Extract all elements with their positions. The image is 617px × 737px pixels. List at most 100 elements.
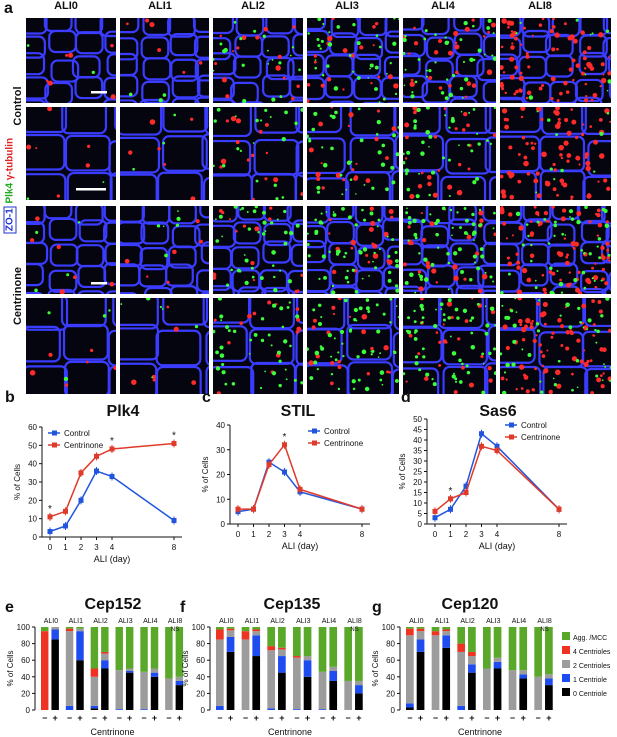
tubulin-dot: [342, 88, 345, 91]
plk4-dot: [606, 111, 610, 115]
tubulin-dot: [258, 129, 263, 134]
plk4-dot: [255, 179, 259, 183]
y-tick-label: 20: [216, 471, 225, 480]
tubulin-dot: [195, 219, 200, 224]
series-line: [434, 432, 560, 519]
significance-star: *: [48, 504, 52, 515]
tubulin-dot: [603, 178, 608, 183]
cell-membrane: [346, 298, 393, 330]
x-axis-label: Centrinone: [268, 727, 312, 737]
cell-membrane: [120, 37, 139, 61]
plk4-dot: [465, 364, 469, 368]
tubulin-dot: [504, 91, 508, 95]
stacked-bar-segment: [442, 631, 451, 636]
tubulin-dot: [585, 277, 591, 283]
stacked-bar-segment: [76, 660, 84, 710]
tubulin-dot: [126, 22, 129, 26]
tubulin-dot: [598, 309, 603, 314]
tubulin-dot: [513, 36, 518, 41]
tubulin-dot: [152, 378, 156, 382]
plk4-dot: [260, 338, 265, 343]
cell-membrane: [196, 74, 209, 98]
x-tick-label: 1: [448, 530, 453, 539]
tubulin-dot: [413, 41, 419, 46]
cell-membrane: [26, 18, 48, 35]
plk4-dot: [441, 206, 446, 211]
legend-label: Control: [64, 429, 90, 438]
plk4-dot: [246, 211, 249, 214]
plk4-dot: [447, 261, 451, 265]
plk4-dot: [456, 211, 459, 214]
tubulin-dot: [173, 326, 179, 332]
stacked-bar-segment: [468, 656, 476, 665]
plk4-dot: [454, 307, 459, 312]
tubulin-dot: [370, 81, 373, 85]
tubulin-dot: [583, 349, 586, 352]
tubulin-dot: [383, 345, 389, 351]
cell-membrane: [213, 325, 248, 362]
tubulin-dot: [559, 178, 565, 184]
tubulin-dot: [566, 130, 572, 136]
plk4-dot: [367, 77, 370, 79]
cell-membrane: [109, 171, 116, 200]
plk4-dot: [323, 275, 327, 280]
plk4-dot: [442, 318, 446, 322]
cell-membrane: [449, 97, 478, 103]
cell-membrane: [170, 58, 199, 82]
plk4-dot: [308, 137, 311, 140]
plk4-dot: [34, 288, 38, 293]
stacked-bar-segment: [252, 631, 261, 636]
plk4-dot: [231, 382, 236, 386]
tubulin-dot: [520, 115, 524, 119]
tubulin-dot: [500, 209, 505, 215]
tubulin-dot: [590, 391, 594, 394]
cell-membrane: [26, 107, 68, 134]
plk4-dot: [403, 152, 405, 156]
cell-membrane: [500, 365, 542, 394]
tubulin-dot: [219, 34, 222, 38]
plk4-dot: [279, 95, 283, 99]
y-tick-label: 20: [196, 689, 205, 698]
chart-title: Cep135: [264, 596, 321, 613]
tubulin-dot: [73, 275, 77, 280]
plk4-dot: [317, 18, 322, 22]
stacked-bar-segment: [41, 631, 49, 710]
group-label: ALI4: [143, 618, 158, 625]
tubulin-dot: [517, 291, 522, 294]
tubulin-dot: [538, 86, 543, 91]
plk4-dot: [439, 302, 444, 307]
tubulin-dot: [232, 50, 235, 53]
legend-label: 2 Centrioles: [573, 663, 611, 670]
legend-marker: [509, 434, 514, 440]
plk4-dot: [289, 54, 292, 57]
chart-title: Cep120: [442, 596, 499, 613]
plk4-dot: [327, 333, 332, 338]
cell-membrane: [192, 18, 209, 33]
cell-membrane: [574, 78, 604, 103]
plk4-dot: [406, 150, 411, 155]
plk4-dot: [411, 91, 414, 94]
tubulin-dot: [598, 117, 603, 122]
tubulin-dot: [500, 189, 506, 195]
tubulin-dot: [353, 176, 358, 181]
tubulin-dot: [365, 178, 371, 184]
cell-membrane: [445, 137, 491, 175]
plk4-dot: [294, 121, 298, 126]
tubulin-dot: [431, 268, 437, 274]
cell-membrane: [522, 29, 551, 54]
cell-membrane: [488, 176, 496, 200]
cell-membrane: [355, 290, 383, 294]
tubulin-dot: [228, 218, 232, 221]
column-label-ali4: ALI4: [431, 0, 455, 12]
plk4-dot: [423, 37, 427, 41]
data-point: [251, 506, 256, 512]
y-tick-label: 10: [413, 499, 422, 508]
tubulin-dot: [230, 115, 237, 122]
tubulin-dot: [471, 18, 475, 22]
tubulin-dot: [464, 319, 469, 324]
plk4-dot: [404, 68, 407, 71]
legend-label: 0 Centriole: [573, 691, 607, 698]
tubulin-dot: [589, 359, 593, 363]
cell-membrane: [519, 292, 545, 294]
y-tick-label: 60: [196, 656, 205, 665]
